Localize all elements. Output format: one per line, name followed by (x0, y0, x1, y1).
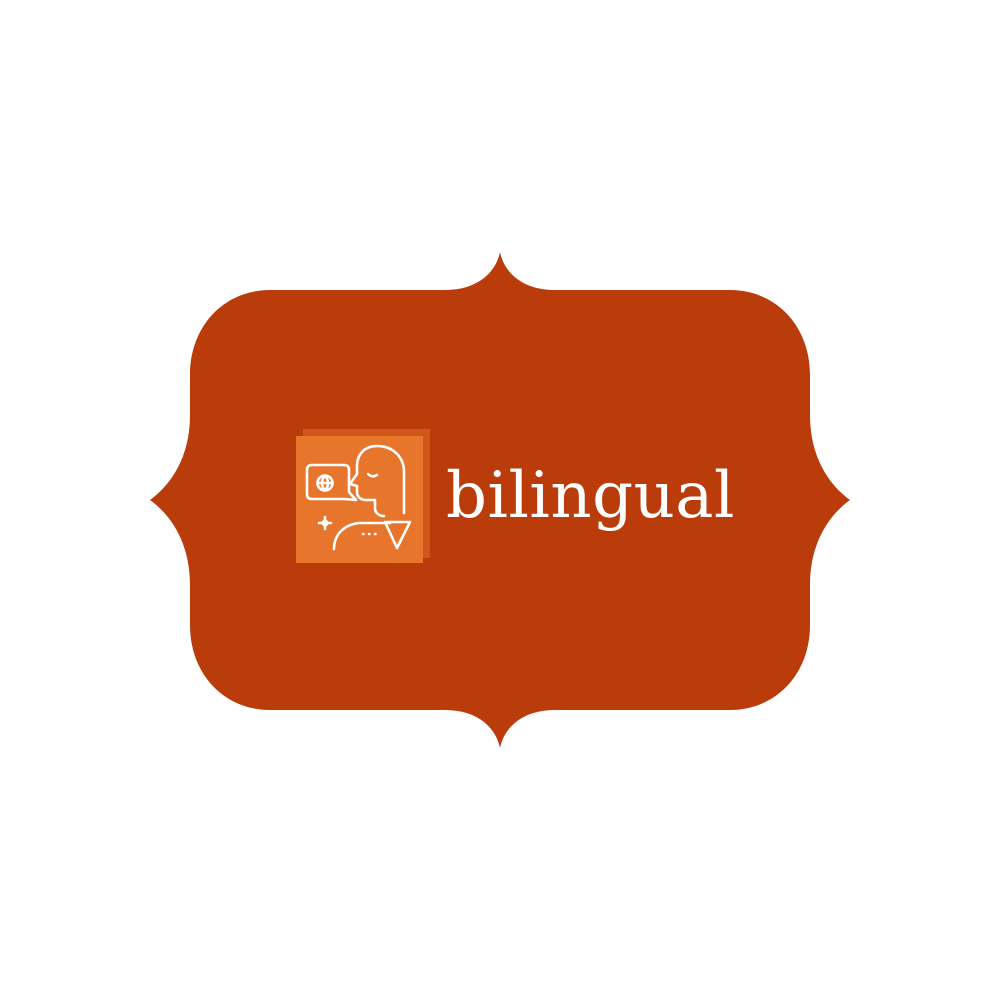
head-profile-icon (348, 444, 406, 518)
ornate-badge-shape (150, 252, 850, 748)
speaking-person-globe-icon (296, 429, 430, 563)
shoulder-icon (332, 521, 392, 551)
brand-name: bilingual (446, 459, 735, 533)
speech-bubble-icon (305, 463, 358, 502)
sparkle-center (321, 519, 329, 527)
closed-eye-icon (366, 472, 379, 478)
icon-line-art (305, 444, 412, 551)
sparkle-icon (317, 515, 333, 531)
pen-nib-icon (383, 520, 412, 550)
globe-meridian (316, 474, 334, 492)
